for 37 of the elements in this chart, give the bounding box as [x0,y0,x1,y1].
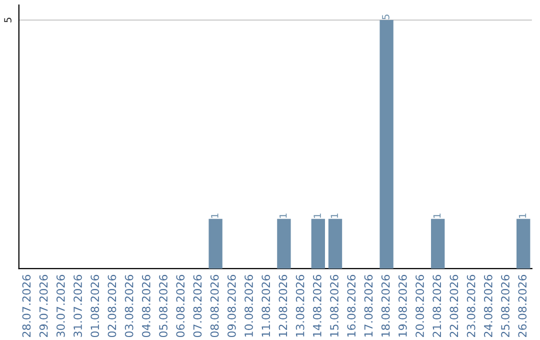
data-label: 1 [330,214,338,218]
x-tick-label: 09.08.2026 [227,274,236,338]
x-tick-label: 30.07.2026 [56,274,65,337]
x-tick-label: 10.08.2026 [244,274,253,337]
x-tick-label: 04.08.2026 [142,274,150,338]
x-tick-label: 23.08.2026 [466,274,476,337]
x-tick-label: 20.08.2026 [416,274,424,337]
x-tick-label: 08.08.2026 [210,274,219,338]
x-tick-label: 12.08.2026 [278,274,288,337]
x-tick-label: 16.08.2026 [347,274,356,337]
x-tick-label: 11.08.2026 [262,274,270,337]
x-tick-label: 07.08.2026 [193,274,202,338]
x-tick-label: 28.07.2026 [22,274,31,337]
x-tick-label: 21.08.2026 [432,274,442,337]
x-tick-label: 15.08.2026 [330,274,338,337]
x-tick-label: 19.08.2026 [398,274,407,337]
x-tick-label: 01.08.2026 [90,274,100,338]
x-tick-label: 25.08.2026 [501,274,510,337]
x-tick-label: 05.08.2026 [159,274,168,338]
data-label: 5 [382,14,390,20]
x-tick-label: 17.08.2026 [364,274,373,337]
data-label: 1 [518,214,526,218]
data-label: 1 [280,214,287,218]
x-tick-label: 29.07.2026 [39,274,48,337]
x-tick-label: 14.08.2026 [312,274,322,337]
x-tick-label: 24.08.2026 [484,274,492,337]
data-label: 1 [314,214,321,218]
x-tick-label: 13.08.2026 [296,274,304,337]
data-label: 1 [433,214,441,218]
x-tick-label: 26.08.2026 [518,274,527,337]
data-label: 1 [211,214,218,218]
x-tick-label: 18.08.2026 [381,274,390,337]
x-tick-label: 06.08.2026 [176,274,185,338]
x-tick-label: 03.08.2026 [124,274,134,338]
x-tick-label: 02.08.2026 [108,274,116,338]
x-tick-label: 22.08.2026 [450,274,458,337]
x-tick-label: 31.07.2026 [74,274,82,337]
